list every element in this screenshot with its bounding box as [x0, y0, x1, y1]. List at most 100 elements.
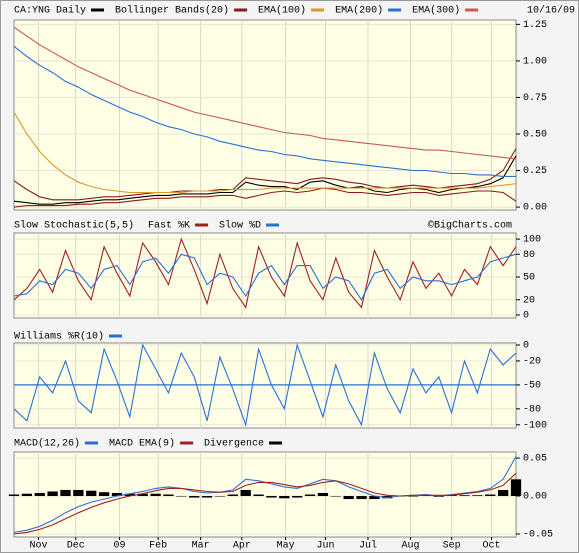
legend-swatch — [109, 334, 123, 338]
divergence-bar — [8, 494, 20, 497]
x-tick-label: Oct — [483, 541, 501, 552]
y-tick-label: -0.05 — [523, 530, 553, 541]
divergence-bar — [201, 496, 213, 498]
y-tick-label: -20 — [523, 357, 541, 368]
divergence-bar — [304, 494, 316, 497]
divergence-bar — [21, 493, 33, 497]
divergence-bar — [472, 495, 483, 497]
panel-title: Slow Stochastic(5,5) — [14, 220, 134, 232]
divergence-bar — [189, 496, 200, 498]
plot-area — [13, 19, 517, 211]
x-tick-label: Dec — [67, 541, 85, 552]
divergence-bar — [86, 490, 97, 497]
legend-swatch — [234, 8, 248, 12]
watermark: ©BigCharts.com — [428, 220, 512, 232]
x-tick-label: Apr — [233, 541, 251, 552]
series-line — [13, 45, 516, 177]
y-tick-label: -100 — [523, 420, 547, 431]
x-tick-label: Sep — [443, 541, 461, 552]
divergence-bar — [60, 489, 71, 497]
divergence-bar — [227, 494, 238, 497]
legend-swatch — [91, 8, 105, 12]
y-tick-label: -50 — [523, 381, 541, 392]
divergence-bar — [73, 489, 84, 497]
y-tick-label: 0.05 — [523, 454, 547, 465]
series-line — [13, 155, 517, 205]
y-tick-label: -80 — [523, 404, 541, 415]
chart-date: 10/16/09 — [527, 5, 575, 17]
divergence-bar — [253, 494, 264, 497]
legend-label: EMA(100) — [258, 5, 306, 17]
legend-label: Divergence — [204, 438, 264, 450]
legend-swatch — [388, 8, 402, 12]
y-tick-label: 0 — [523, 311, 529, 322]
y-tick-label: 100 — [523, 235, 541, 246]
divergence-bar — [111, 492, 123, 497]
y-tick-label: 80 — [523, 250, 535, 261]
y-tick-label: 0 — [523, 341, 529, 352]
divergence-bar — [510, 479, 522, 497]
divergence-bar — [98, 492, 110, 497]
y-tick-label: 1.25 — [523, 20, 547, 31]
y-tick-label: 1.00 — [523, 57, 547, 68]
legend-swatch — [195, 223, 209, 227]
y-tick-label: 0.75 — [523, 93, 547, 104]
legend-label: MACD EMA(9) — [109, 438, 175, 450]
divergence-bar — [47, 491, 58, 497]
legend-swatch — [311, 8, 325, 12]
divergence-bar — [497, 489, 509, 497]
divergence-bar — [240, 489, 251, 497]
legend-label: Bollinger Bands(20) — [115, 5, 229, 17]
legend-label: Williams %R(10) — [14, 331, 104, 343]
legend-swatch — [266, 223, 280, 227]
divergence-bar — [292, 496, 303, 498]
legend-label: CA:YNG Daily — [14, 5, 86, 17]
divergence-bar — [163, 494, 174, 497]
divergence-bar — [317, 492, 329, 497]
divergence-bar — [343, 496, 354, 500]
legend-swatch — [465, 8, 479, 12]
divergence-bar — [214, 496, 226, 497]
divergence-bar — [330, 496, 341, 497]
plot-area — [13, 451, 517, 538]
divergence-bar — [459, 495, 470, 497]
series-line — [13, 342, 517, 427]
divergence-bar — [369, 496, 380, 500]
series-line — [13, 111, 517, 194]
divergence-bar — [124, 493, 135, 497]
legend-swatch — [269, 441, 283, 445]
series-line — [13, 26, 517, 160]
divergence-bar — [279, 496, 290, 499]
band-line — [13, 148, 517, 201]
legend-label: MACD(12,26) — [14, 438, 80, 450]
y-tick-label: 0.00 — [523, 203, 547, 214]
legend-label: Fast %K — [148, 221, 190, 232]
legend-label: EMA(200) — [335, 5, 383, 17]
legend-label: EMA(300) — [412, 5, 460, 17]
y-tick-label: 0.00 — [523, 492, 547, 503]
divergence-bar — [356, 496, 367, 500]
x-tick-label: 09 — [114, 541, 126, 552]
divergence-bar — [137, 493, 148, 497]
x-tick-label: Mar — [192, 541, 210, 552]
divergence-bar — [407, 496, 419, 497]
x-tick-label: Jul — [359, 540, 377, 552]
divergence-bar — [485, 494, 496, 497]
x-tick-label: Feb — [149, 540, 167, 552]
legend-swatch — [85, 441, 99, 445]
series-line — [13, 253, 517, 301]
band-line — [13, 187, 517, 208]
divergence-bar — [34, 492, 45, 497]
divergence-bar — [150, 493, 161, 497]
y-tick-label: 0.25 — [523, 166, 547, 177]
x-tick-label: Aug — [401, 541, 419, 552]
x-tick-label: May — [277, 541, 295, 552]
legend-label: Slow %D — [219, 220, 261, 232]
legend-swatch — [180, 441, 194, 445]
divergence-bar — [176, 496, 187, 497]
y-tick-label: 0.50 — [523, 130, 547, 141]
y-tick-label: 50 — [523, 273, 535, 284]
series-line — [13, 472, 517, 535]
y-tick-label: 20 — [523, 295, 535, 306]
